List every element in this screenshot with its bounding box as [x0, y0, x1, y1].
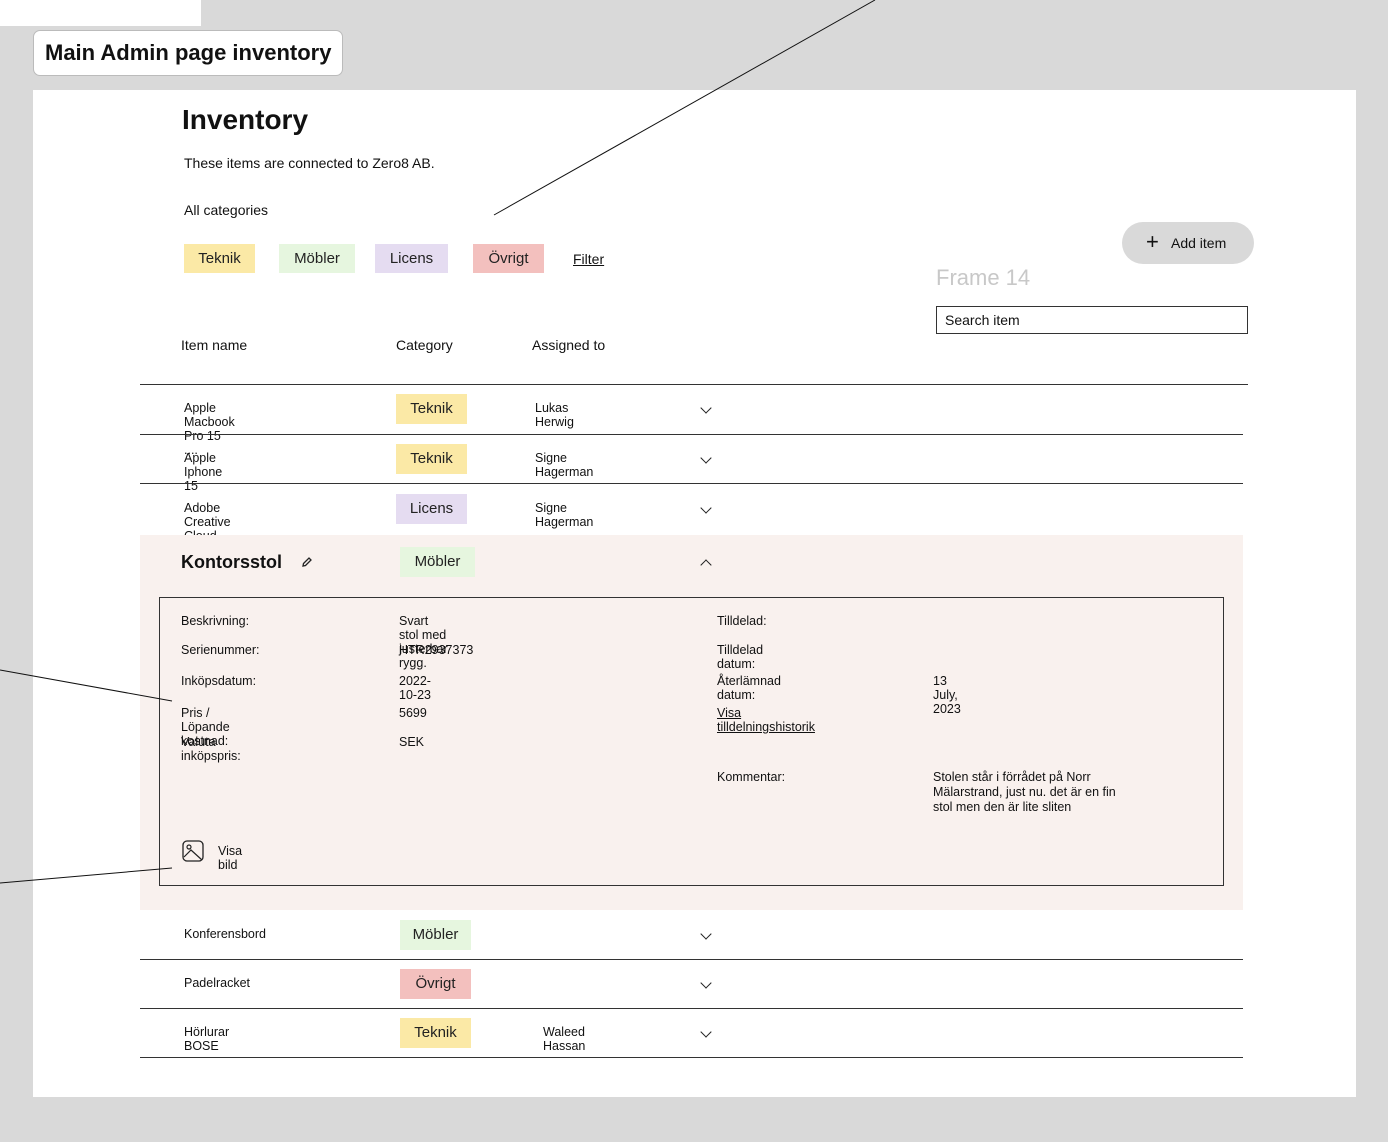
category-tag: Möbler — [400, 547, 475, 577]
detail-value: HTR2937373 — [399, 643, 474, 657]
row-line — [140, 959, 1243, 960]
image-mountain — [183, 849, 203, 861]
detail-value: 2022-10-23 — [399, 674, 431, 702]
row-line — [140, 483, 1243, 484]
detail-label: Pris / Löpande kostnad: — [181, 706, 230, 748]
column-header: Assigned to — [532, 337, 606, 353]
pencil — [302, 557, 312, 567]
row-line — [140, 434, 1243, 435]
category-tag: Teknik — [400, 1017, 471, 1048]
image-sun — [186, 844, 192, 850]
assignment-label: Återlämnad datum: — [717, 674, 781, 702]
detail-label: Serienummer: — [181, 643, 260, 657]
item-name: Konferensbord — [184, 926, 267, 941]
filter-tag[interactable]: Licens — [375, 244, 448, 273]
add-item-label: Add item — [1171, 235, 1227, 251]
category-tag: Teknik — [396, 394, 467, 424]
assigned-to: Waleed Hassan — [543, 1024, 586, 1053]
assignment-value: 13 July, 2023 — [933, 674, 961, 716]
detail-value: Svart stol med justerbar rygg. — [399, 614, 448, 670]
item-name: Kontorsstol — [181, 552, 282, 572]
detail-value: 5699 — [399, 706, 427, 720]
add-item-button[interactable]: + Add item — [1122, 222, 1254, 264]
row-line — [140, 384, 1248, 385]
image-svg — [182, 840, 204, 862]
frame-label: Main Admin page inventory — [33, 30, 343, 76]
category-tag: Övrigt — [400, 968, 471, 999]
detail-value: SEK — [399, 735, 425, 749]
category-tag: Teknik — [396, 443, 467, 474]
assignment-label: Tilldelad datum: — [717, 643, 764, 671]
pencil-path — [302, 557, 312, 567]
assigned-to: Lukas Herwig — [535, 401, 574, 429]
plus-icon: + — [1146, 229, 1159, 254]
assignment-label: Tilldelad: — [717, 614, 767, 628]
assigned-to: Signe Hagerman — [535, 501, 594, 529]
item-name: Hörlurar BOSE — [184, 1024, 230, 1053]
row-line — [140, 1057, 1243, 1058]
page-title: Inventory — [182, 104, 309, 135]
frame-name: Frame 14 — [936, 265, 1031, 290]
image-frame — [182, 840, 204, 862]
search-input[interactable]: Search item — [936, 306, 1248, 334]
view-image-link[interactable]: Visa bild — [218, 844, 243, 872]
detail-label: Inköpsdatum: — [181, 674, 257, 688]
filter-link[interactable]: Filter — [573, 251, 605, 267]
history-link[interactable]: Visa tilldelningshistorik — [717, 706, 815, 734]
subtitle: These items are connected to Zero8 AB. — [184, 155, 435, 171]
category-tag: Möbler — [400, 919, 471, 950]
detail-box — [159, 597, 1224, 886]
image-icon[interactable] — [182, 840, 204, 862]
corner-frame — [0, 0, 201, 26]
item-name: Apple Macbook Pro 15 .... — [184, 401, 235, 457]
comment-label: Kommentar: — [717, 770, 786, 784]
row-line — [140, 1008, 1243, 1009]
filter-tag[interactable]: Teknik — [184, 244, 255, 273]
column-header: Category — [396, 337, 453, 353]
filter-tag[interactable]: Möbler — [279, 244, 355, 273]
comment-value: Stolen står i förrådet på Norr Mälarstra… — [933, 770, 1116, 814]
categories-label: All categories — [184, 202, 269, 218]
filter-tag[interactable]: Övrigt — [473, 244, 544, 273]
search-placeholder: Search item — [945, 312, 1020, 328]
column-header: Item name — [181, 337, 248, 353]
detail-label: Beskrivning: — [181, 614, 250, 628]
item-name: Padelracket — [184, 975, 251, 990]
category-tag: Licens — [396, 494, 467, 524]
detail-label: Valuta inköpspris: — [181, 735, 241, 763]
item-name: Apple Iphone 15 — [184, 450, 223, 493]
assigned-to: Signe Hagerman — [535, 450, 594, 479]
edit-icon[interactable] — [300, 555, 314, 569]
